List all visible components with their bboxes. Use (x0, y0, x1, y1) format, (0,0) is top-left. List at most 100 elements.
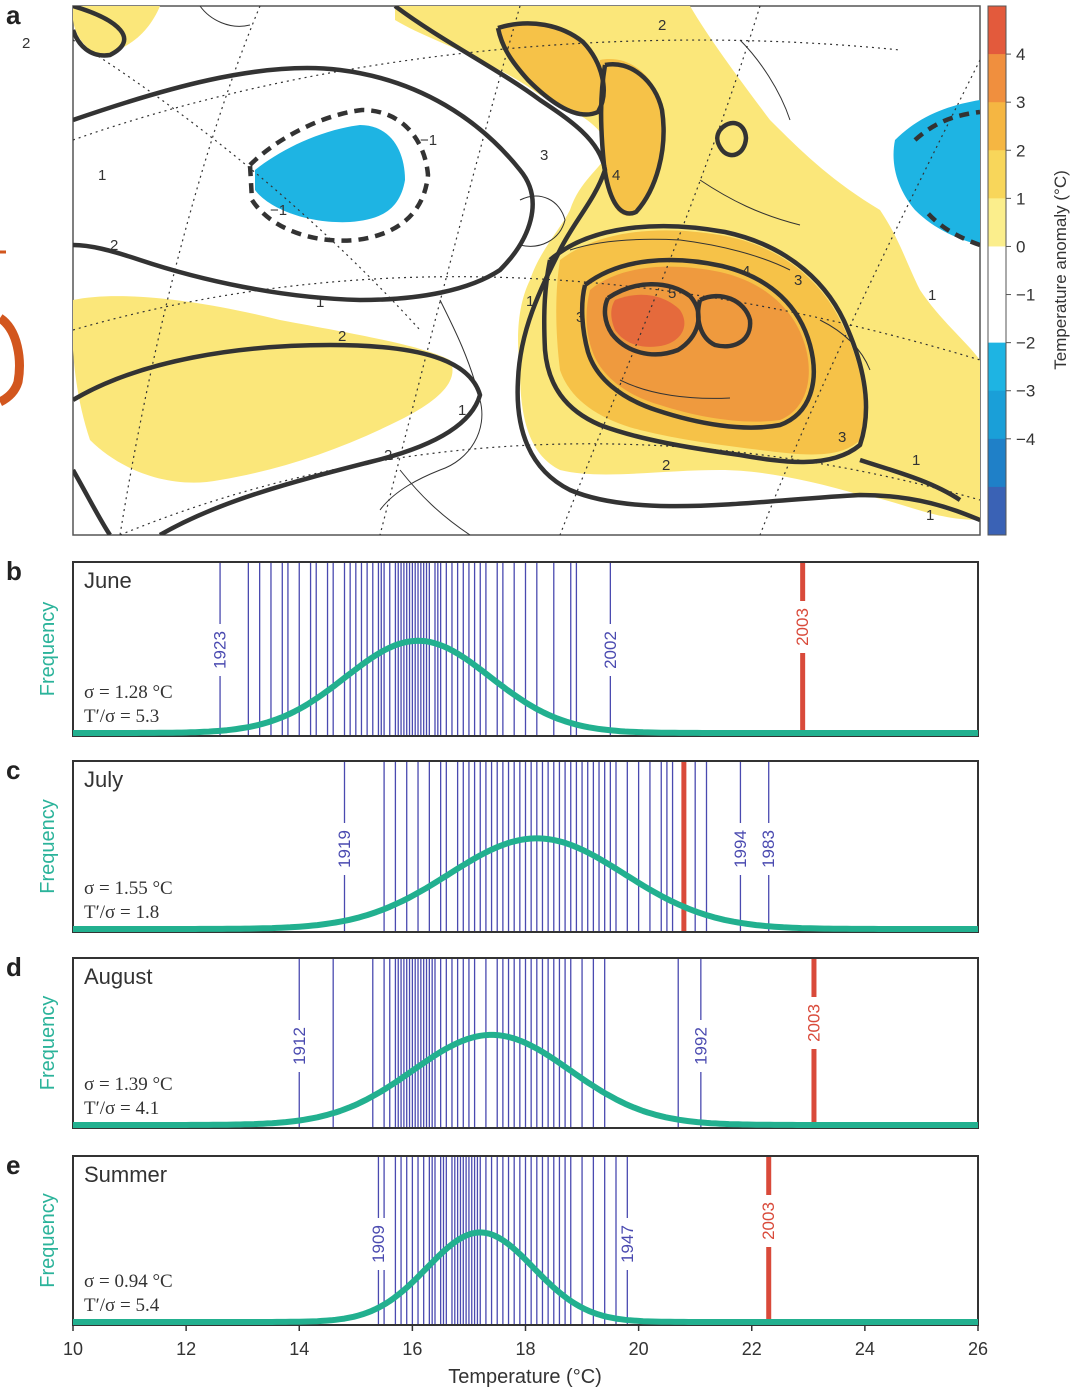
contour-label: 5 (668, 285, 676, 302)
anomaly-region-plus2-scandinavia (597, 59, 664, 216)
contour-label: 2 (662, 457, 670, 474)
y-axis-label: Frequency (37, 996, 59, 1091)
colorbar-tick-label: −3 (1016, 382, 1035, 401)
contour-label: 1 (912, 452, 920, 469)
x-tick-label: 22 (742, 1339, 762, 1359)
year-label: 1919 (335, 830, 354, 868)
panel-c-label: c (6, 755, 20, 785)
y-axis-label: Frequency (37, 602, 59, 697)
colorbar-cell (988, 342, 1006, 392)
panel-a-label: a (6, 0, 21, 30)
year-label-bg (289, 1020, 310, 1072)
colorbar-cell (988, 246, 1006, 296)
highlight-label-bg (792, 601, 813, 653)
ratio-text: T′/σ = 5.4 (84, 1295, 160, 1316)
sigma-text: σ = 1.39 °C (84, 1074, 173, 1095)
contour-label: 1 (98, 167, 106, 184)
colorbar-cell (988, 438, 1006, 488)
colorbar-cell (988, 102, 1006, 151)
x-tick-label: 24 (855, 1339, 875, 1359)
x-tick-label: 16 (402, 1339, 422, 1359)
contour-label: 3 (540, 147, 548, 164)
colorbar-cell (988, 6, 1006, 55)
contour-label: 4 (742, 263, 750, 280)
colorbar-cell (988, 390, 1006, 440)
colorbar: 4 3 2 1 0 −1 −2 −3 −4 Temperature anomaly (°C) (987, 5, 1070, 536)
colorbar-tick-label: 0 (1016, 237, 1025, 256)
contour-label: 2 (338, 328, 346, 345)
x-tick-label: 14 (289, 1339, 309, 1359)
colorbar-tick-label: 3 (1016, 93, 1025, 112)
colorbar-cell (988, 198, 1006, 247)
year-label-bg (730, 823, 751, 875)
anomaly-region-plus4 (611, 294, 685, 347)
map-panel: 2 1 2 1 2 2 1 −1 −1 3 2 4 1 3 4 3 5 2 3 … (22, 5, 1070, 536)
anomaly-region-plus1-north (73, 6, 160, 55)
anomaly-region-minus1-east (893, 100, 980, 245)
highlight-year-label: 2003 (804, 1004, 823, 1042)
y-axis-label: Frequency (37, 1193, 59, 1288)
sigma-text: σ = 1.28 °C (84, 682, 173, 703)
month-title: July (84, 767, 123, 792)
highlight-year-label: 2003 (759, 1202, 778, 1240)
x-tick-label: 26 (968, 1339, 988, 1359)
coastlines (199, 6, 871, 535)
anomaly-region-plus1-atlantic (73, 296, 453, 483)
year-label: 1947 (618, 1225, 637, 1263)
panel-e-label: e (6, 1150, 20, 1180)
contour-lines-negative (247, 107, 980, 248)
contour-lines (73, 6, 980, 535)
highlight-year-label: 2003 (793, 608, 812, 646)
y-axis-label: Frequency (37, 799, 59, 894)
colorbar-tick-label: 2 (1016, 141, 1025, 160)
panel-b-label: b (6, 556, 22, 586)
contour-label: 3 (838, 429, 846, 446)
year-label-bg (210, 624, 231, 676)
colorbar-tick-label: −2 (1016, 334, 1035, 353)
ratio-text: T′/σ = 4.1 (84, 1098, 159, 1119)
anomaly-region-minus1-west (255, 125, 405, 223)
contour-label: 1 (526, 293, 534, 310)
panel-d-chart: d 2003 1912 1992 August σ = 1.39 °C T′/σ = 4.1… (6, 952, 979, 1129)
year-label: 1994 (731, 830, 750, 868)
month-title: Summer (84, 1162, 167, 1187)
panel-d-label: d (6, 952, 22, 982)
panel-b-chart: b 2003 1923 2002 June σ = 1.28 °C T′/σ = 5.3 Fr… (6, 556, 979, 737)
colorbar-cell (988, 150, 1006, 199)
panel-c-chart: c 1919 1994 1983 July σ = 1.55 °C T′/σ = 1.8 Fr… (6, 755, 979, 933)
contour-label: 2 (658, 17, 666, 34)
x-axis: 10 12 14 16 18 20 22 24 26 (63, 1325, 988, 1359)
contour-label: 4 (612, 167, 620, 184)
contour-label: 1 (458, 402, 466, 419)
sigma-text: σ = 0.94 °C (84, 1271, 173, 1292)
year-label: 1923 (211, 631, 230, 669)
x-axis-title: Temperature (°C) (448, 1366, 602, 1388)
colorbar-tick-label: −1 (1016, 286, 1035, 305)
year-label-bg (368, 1218, 389, 1270)
colorbar-cell (988, 54, 1006, 103)
highlight-label-bg (803, 997, 824, 1049)
contour-label: −1 (420, 132, 437, 149)
ratio-text: T′/σ = 5.3 (84, 706, 159, 727)
normal-curve (73, 1031, 978, 1128)
year-label-bg (600, 624, 621, 676)
year-label-bg (690, 1020, 711, 1072)
contour-label: 1 (928, 287, 936, 304)
colorbar-cell (988, 294, 1006, 344)
bracket-decoration (0, 314, 24, 407)
month-title: August (84, 964, 153, 989)
contour-label: 1 (926, 507, 934, 524)
year-label: 1992 (691, 1027, 710, 1065)
highlight-label-bg (758, 1195, 779, 1247)
x-tick-label: 12 (176, 1339, 196, 1359)
contour-label: 3 (576, 309, 584, 326)
x-tick-label: 18 (515, 1339, 535, 1359)
month-title: June (84, 568, 132, 593)
contour-label: 2 (22, 35, 30, 52)
year-label: 2002 (601, 631, 620, 669)
contour-label: 2 (110, 237, 118, 254)
contour-label: 3 (794, 272, 802, 289)
colorbar-label: Temperature anomaly (°C) (1051, 170, 1070, 370)
graticule (73, 6, 980, 535)
